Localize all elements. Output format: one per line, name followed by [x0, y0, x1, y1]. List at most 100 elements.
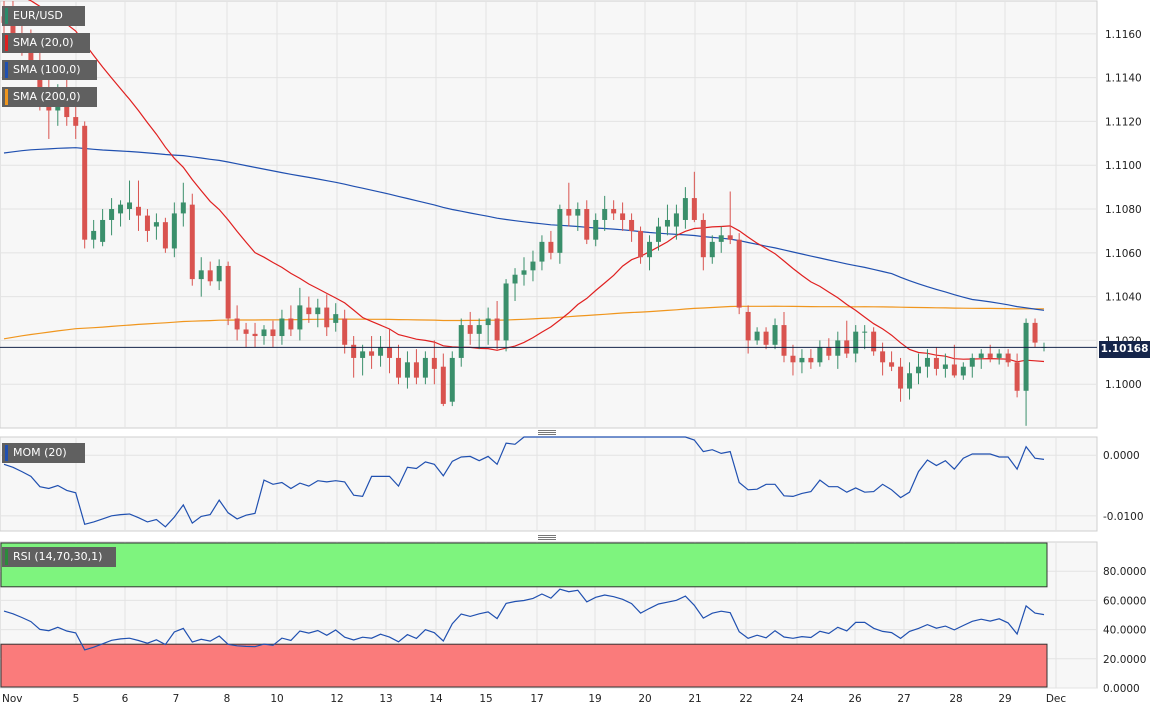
legend-rsi: RSI (14,70,30,1)	[2, 547, 116, 567]
candle-body	[243, 329, 249, 334]
candle-body	[763, 331, 769, 345]
candle-body	[261, 329, 267, 337]
x-tick-label: 7	[173, 693, 180, 705]
candle-body	[270, 329, 276, 337]
candle-body	[180, 202, 186, 214]
candle-body	[835, 340, 841, 356]
candle-body	[907, 373, 913, 389]
sma-200-swatch	[5, 89, 8, 105]
legend-sma-100: SMA (100,0)	[2, 60, 97, 80]
candle-body	[288, 318, 294, 330]
candles	[1, 1, 1047, 426]
candle-body	[153, 222, 159, 227]
x-tick-label: 10	[270, 693, 283, 705]
sma-20-label: SMA (20,0)	[13, 36, 74, 49]
candle-body	[369, 351, 375, 356]
candle-body	[306, 307, 312, 315]
candle-body	[593, 219, 599, 240]
candle-body	[664, 219, 670, 227]
x-tick-label: 20	[638, 693, 651, 705]
candle-body	[889, 362, 895, 367]
candle-body	[342, 318, 348, 345]
sma-200-line	[3, 305, 1044, 340]
rsi-oversold-zone	[0, 643, 1048, 688]
x-tick-label: Dec	[1046, 693, 1067, 705]
candle-body	[458, 325, 464, 358]
candle-body	[611, 209, 617, 214]
candle-body	[297, 305, 303, 330]
candle-body	[781, 325, 787, 356]
candle-body	[996, 353, 1002, 358]
candle-body	[942, 364, 948, 369]
mom-tick-label: -0.0100	[1103, 511, 1144, 523]
candle-body	[530, 261, 536, 271]
candle-body	[1023, 322, 1029, 391]
candle-body	[862, 331, 868, 333]
candle-body	[467, 325, 473, 334]
candle-body	[189, 204, 195, 280]
x-tick-label: 21	[688, 693, 701, 705]
candle-body	[727, 235, 733, 240]
candle-body	[449, 357, 455, 402]
candle-body	[682, 198, 688, 220]
candle-body	[512, 274, 518, 284]
candle-body	[73, 117, 79, 126]
candle-body	[853, 331, 859, 354]
candle-body	[673, 213, 679, 227]
x-tick-label: 24	[790, 693, 804, 705]
candle-body	[924, 357, 930, 367]
price-tick-label: 1.1080	[1105, 204, 1142, 216]
candle-body	[566, 209, 572, 216]
candle-body	[978, 353, 984, 358]
candle-body	[378, 346, 384, 356]
rsi-label: RSI (14,70,30,1)	[13, 550, 103, 563]
legend-sma-200: SMA (200,0)	[2, 87, 97, 107]
candle-body	[440, 366, 446, 404]
candle-body	[915, 366, 921, 374]
pane-resize-handle-mom[interactable]	[538, 430, 556, 435]
candle-body	[46, 103, 52, 111]
candle-body	[171, 213, 177, 249]
pane-resize-handle-rsi[interactable]	[538, 535, 556, 540]
candle-body	[629, 219, 635, 231]
candle-body	[718, 235, 724, 242]
candle-body	[1005, 353, 1011, 363]
candle-body	[880, 351, 886, 363]
candle-body	[100, 219, 106, 242]
sma-100-swatch	[5, 62, 8, 78]
candle-body	[736, 239, 742, 308]
candle-body	[91, 230, 97, 240]
candle-body	[638, 230, 644, 258]
mom-swatch	[5, 445, 8, 461]
mom-tick-label: 0.0000	[1103, 450, 1140, 462]
candle-body	[987, 353, 993, 358]
sma-100-line	[3, 147, 1045, 311]
candle-body	[808, 357, 814, 363]
candle-body	[109, 209, 115, 220]
candle-body	[135, 206, 141, 216]
candle-body	[951, 364, 957, 376]
candle-body	[602, 209, 608, 220]
candle-body	[754, 331, 760, 341]
candle-body	[503, 283, 509, 341]
x-tick-label: 14	[429, 693, 443, 705]
candle-body	[351, 344, 357, 358]
candle-body	[144, 215, 150, 231]
candle-body	[127, 202, 133, 210]
candle-body	[422, 357, 428, 378]
candle-body	[871, 331, 877, 352]
candle-body	[10, 22, 16, 34]
candle-body	[790, 355, 796, 363]
candle-body	[333, 314, 339, 323]
candle-body	[37, 66, 43, 104]
x-tick-label: 22	[739, 693, 752, 705]
mom-line	[3, 436, 1045, 528]
candle-body	[207, 270, 213, 282]
sma-100-label: SMA (100,0)	[13, 63, 81, 76]
x-tick-label: 29	[998, 693, 1011, 705]
x-tick-label: Nov	[2, 693, 23, 705]
rsi-tick-label: 20.0000	[1103, 654, 1146, 666]
legend-symbol: EUR/USD	[2, 6, 85, 26]
x-tick-label: 27	[897, 693, 910, 705]
candle-body	[494, 318, 500, 341]
